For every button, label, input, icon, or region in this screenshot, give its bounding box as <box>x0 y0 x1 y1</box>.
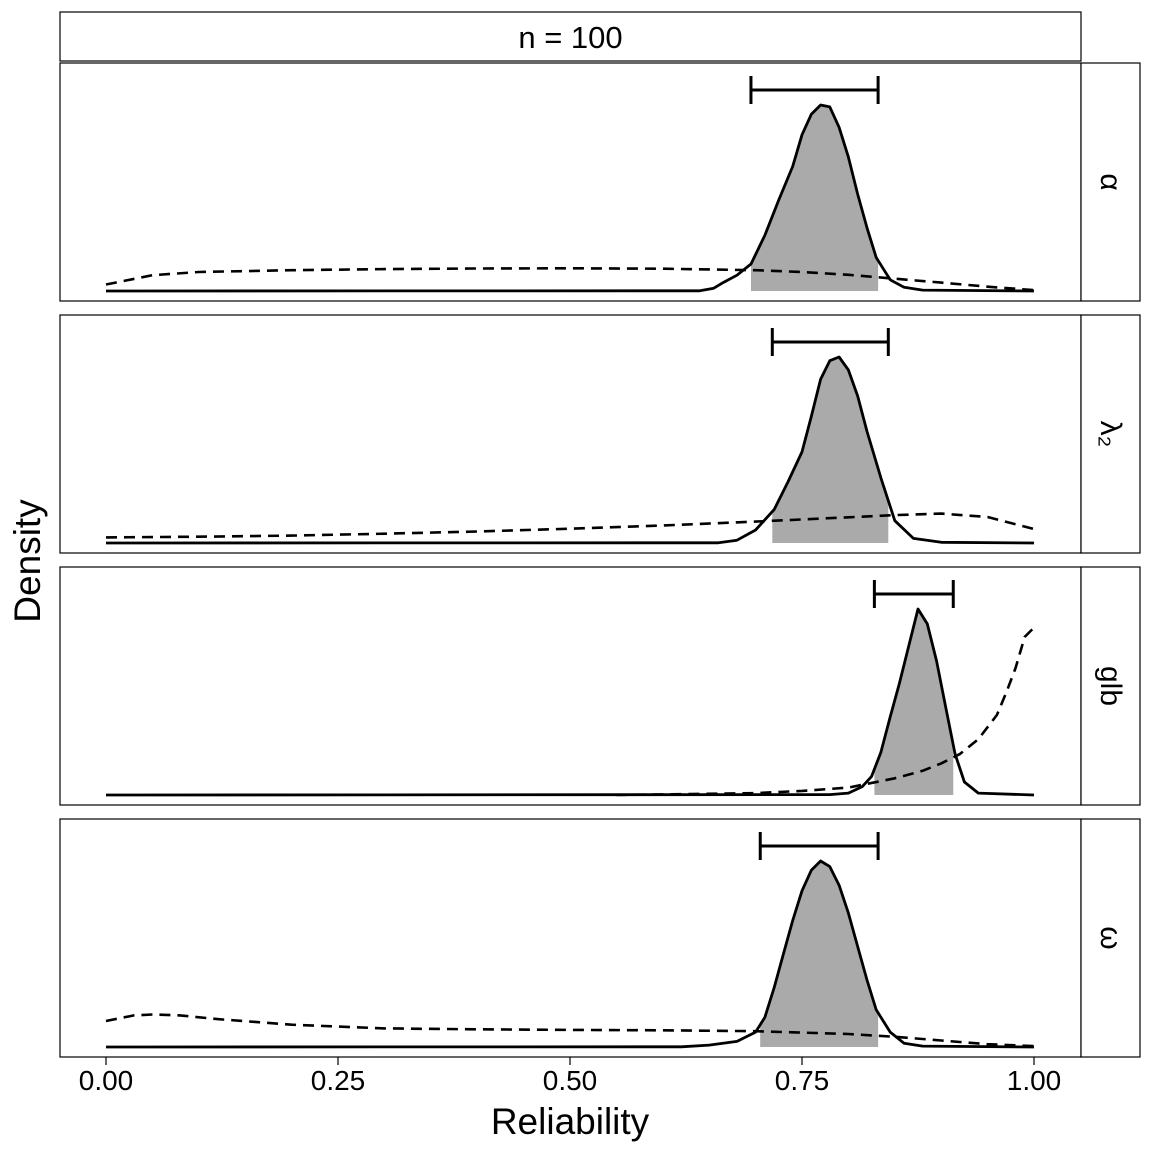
x-tick-label: 1.00 <box>1007 1065 1062 1096</box>
panel-strip <box>1080 566 1141 806</box>
interval-errorbar <box>758 832 880 860</box>
posterior-density-line <box>105 607 1035 797</box>
y-axis-label: Density <box>7 499 48 623</box>
panel-strip <box>1080 314 1141 554</box>
panel-frame <box>59 314 1082 554</box>
prior-density-line <box>616 626 1035 797</box>
posterior-density-line <box>105 355 1035 545</box>
interval-errorbar <box>872 580 955 608</box>
panels-layer: α λ₂ glb ω <box>59 62 1141 1058</box>
x-tick-label: 0.75 <box>775 1065 830 1096</box>
panel-strip <box>1080 818 1141 1058</box>
interval-errorbar <box>770 328 890 356</box>
facet-strip-top <box>59 11 1082 62</box>
posterior-density-line <box>105 103 1035 293</box>
panel-strip <box>1080 62 1141 302</box>
prior-density-line <box>105 1013 1035 1048</box>
panel-label: α <box>1094 173 1127 190</box>
interval-area <box>760 861 879 1047</box>
panel-label: λ₂ <box>1094 421 1127 448</box>
x-tick-label: 0.00 <box>79 1065 134 1096</box>
panel-label: ω <box>1094 926 1127 949</box>
x-tick-label: 0.50 <box>543 1065 598 1096</box>
posterior-density-line <box>105 859 1035 1049</box>
panel-1: α <box>59 62 1141 302</box>
panel-2: λ₂ <box>59 314 1141 554</box>
x-axis: 0.00 0.25 0.50 0.75 1.00 <box>79 1057 1062 1096</box>
x-tick-label: 0.25 <box>311 1065 366 1096</box>
panel-4: ω <box>59 818 1141 1058</box>
panel-frame <box>59 62 1082 302</box>
facet-title: n = 100 <box>518 20 622 55</box>
panel-frame <box>59 818 1082 1058</box>
panel-3: glb <box>59 566 1141 806</box>
interval-errorbar <box>749 76 880 104</box>
interval-area <box>874 609 954 795</box>
x-axis-label: Reliability <box>491 1101 650 1142</box>
prior-density-line <box>105 512 1035 539</box>
panel-label: glb <box>1094 666 1127 706</box>
